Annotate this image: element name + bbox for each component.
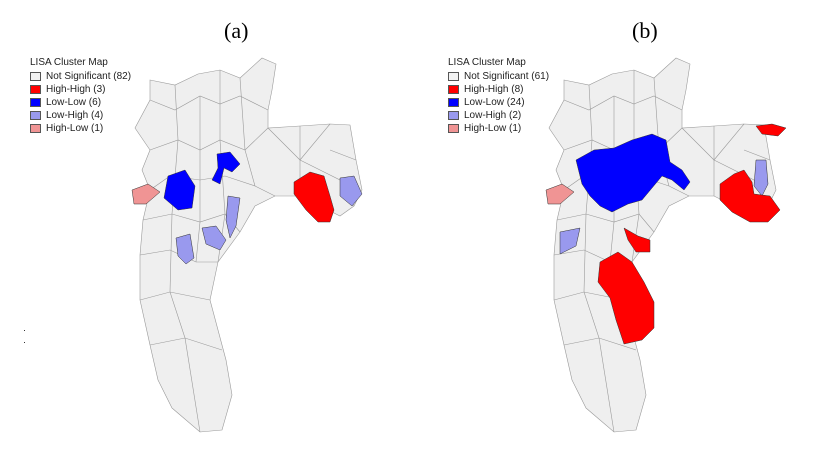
legend-label: Low-Low (6) <box>46 97 102 108</box>
legend-label: High-Low (1) <box>464 123 522 134</box>
legend-label: Low-Low (24) <box>464 97 525 108</box>
stray-dot <box>24 342 25 343</box>
legend-label: High-High (3) <box>46 84 106 95</box>
map-panel-b: (b) LISA Cluster Map Not Sig <box>414 0 827 452</box>
cluster-low-high <box>175 233 195 265</box>
municipality-map <box>131 57 363 433</box>
cluster-high-high <box>719 169 781 223</box>
cluster-low-high <box>225 195 241 239</box>
stray-dot <box>24 330 25 331</box>
legend-item-high-low: High-Low (1) <box>448 122 549 135</box>
cluster-low-high <box>339 175 363 207</box>
legend-item-not-significant: Not Significant (61) <box>448 70 549 83</box>
legend-title: LISA Cluster Map <box>448 57 526 68</box>
city-outline <box>134 57 363 433</box>
cluster-high-low <box>545 183 575 205</box>
legend-item-not-significant: Not Significant (82) <box>30 70 131 83</box>
cluster-low-low <box>211 151 241 185</box>
cluster-low-low <box>575 133 691 213</box>
legend-item-low-high: Low-High (4) <box>30 109 131 122</box>
legend-item-high-high: High-High (8) <box>448 83 549 96</box>
legend-item-high-high: High-High (3) <box>30 83 131 96</box>
municipality-map <box>545 57 787 433</box>
legend: LISA Cluster Map Not Significant (82) Hi… <box>30 56 131 135</box>
legend-label: Not Significant (61) <box>464 71 550 82</box>
legend-item-high-low: High-Low (1) <box>30 122 131 135</box>
legend-label: Low-High (2) <box>464 110 522 121</box>
legend-item-low-low: Low-Low (6) <box>30 96 131 109</box>
legend-label: High-Low (1) <box>46 123 104 134</box>
cluster-high-high <box>293 171 335 223</box>
panel-label: (b) <box>632 18 658 43</box>
legend-item-low-high: Low-High (2) <box>448 109 549 122</box>
legend-label: Not Significant (82) <box>46 71 132 82</box>
map-panel-a: (a) LISA Cluster M <box>0 0 413 452</box>
panel-label: (a) <box>224 18 249 43</box>
cluster-high-high <box>623 227 651 253</box>
legend-item-low-low: Low-Low (24) <box>448 96 549 109</box>
cluster-low-high <box>753 159 769 197</box>
cluster-low-high <box>201 225 227 251</box>
cluster-high-high <box>755 123 787 137</box>
city-outline <box>548 57 777 433</box>
cluster-low-low <box>163 169 196 211</box>
cluster-low-high <box>559 227 581 255</box>
legend: LISA Cluster Map Not Significant (61) Hi… <box>448 56 549 135</box>
cluster-high-low <box>131 183 161 205</box>
cluster-high-high <box>597 251 655 345</box>
legend-label: High-High (8) <box>464 84 524 95</box>
legend-label: Low-High (4) <box>46 110 104 121</box>
legend-title: LISA Cluster Map <box>30 57 108 68</box>
